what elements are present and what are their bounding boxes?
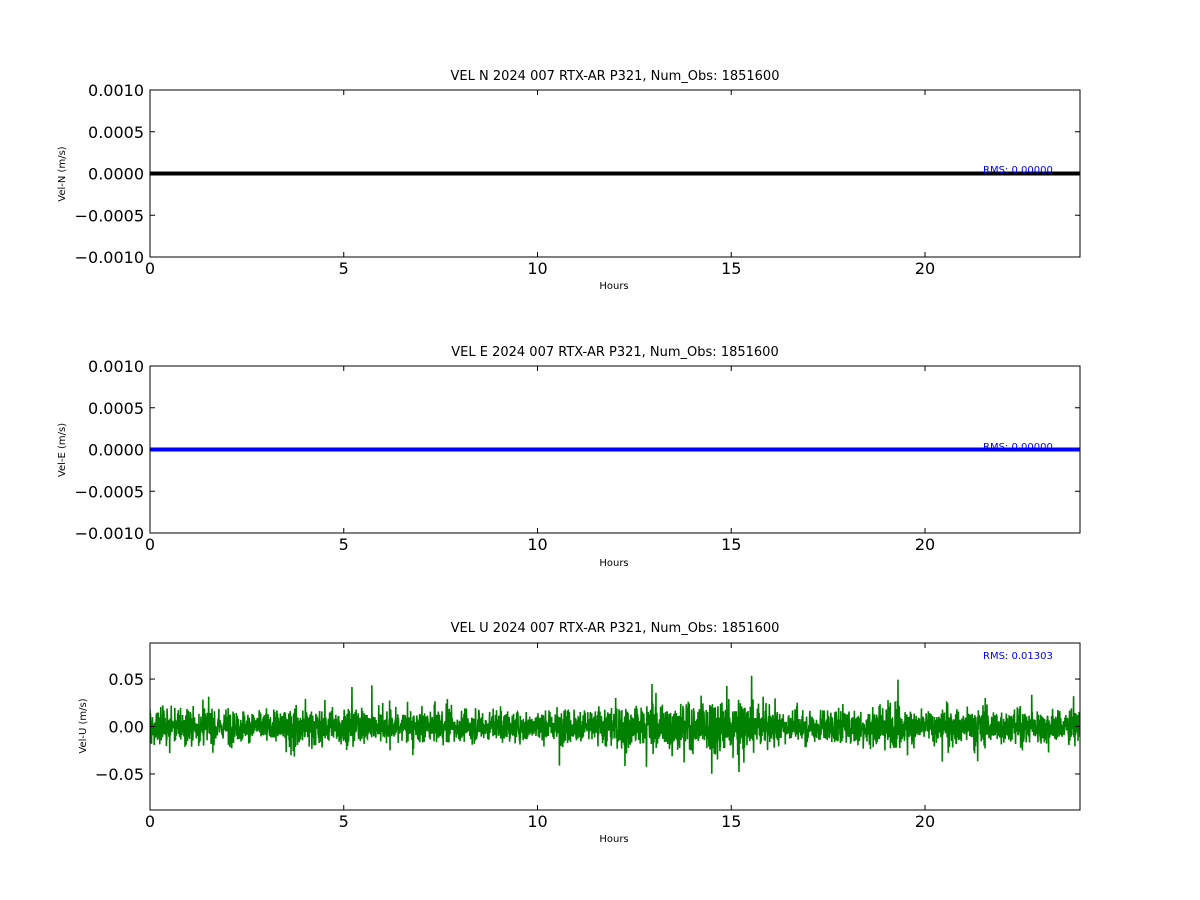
vel-e-title: VEL E 2024 007 RTX-AR P321, Num_Obs: 185…: [451, 345, 778, 360]
vel-e-y-axis-label: Vel-E (m/s): [57, 423, 68, 477]
vel-u-ticks: 0 5 10 15 20 0.05 0.00 −0.05: [95, 643, 1080, 831]
vel-n-y-tick-label: −0.0005: [75, 206, 144, 225]
vel-n-x-tick-label: 15: [721, 259, 741, 278]
vel-u-axes-frame: [149, 642, 1081, 811]
vel-e-x-tick-label: 5: [339, 535, 349, 554]
vel-n-title: VEL N 2024 007 RTX-AR P321, Num_Obs: 185…: [451, 69, 780, 84]
vel-u-series-line: [150, 675, 1080, 774]
vel-u-x-axis-label: Hours: [599, 834, 628, 845]
vel-e-y-tick-label: 0.0005: [88, 399, 144, 418]
vel-n-x-tick-label: 10: [527, 259, 547, 278]
vel-n-panel: VEL N 2024 007 RTX-AR P321, Num_Obs: 185…: [57, 69, 1081, 292]
vel-e-y-tick-label: −0.0010: [75, 524, 144, 543]
vel-e-x-axis-label: Hours: [599, 558, 628, 569]
vel-e-y-tick-label: −0.0005: [75, 482, 144, 501]
vel-n-rms-annotation: RMS: 0.00000: [983, 165, 1053, 176]
vel-n-x-tick-label: 5: [339, 259, 349, 278]
vel-u-x-tick-label: 20: [915, 812, 935, 831]
vel-u-y-tick-label: 0.05: [108, 670, 144, 689]
vel-u-y-tick-label: −0.05: [95, 765, 144, 784]
vel-n-y-tick-label: 0.0005: [88, 123, 144, 142]
vel-e-rms-annotation: RMS: 0.00000: [983, 442, 1053, 453]
vel-n-x-tick-label: 0: [145, 259, 155, 278]
vel-u-y-tick-label: 0.00: [108, 718, 144, 737]
vel-e-x-tick-label: 20: [915, 535, 935, 554]
vel-u-x-tick-label: 15: [721, 812, 741, 831]
vel-n-axes-frame: [149, 89, 1081, 258]
vel-n-y-tick-label: 0.0000: [88, 165, 144, 184]
vel-u-x-tick-label: 0: [145, 812, 155, 831]
vel-e-ticks: 0 5 10 15 20 0.0010 0.0005 0.0000 −0.0005 −0.0010: [75, 357, 1080, 554]
vel-n-x-tick-label: 20: [915, 259, 935, 278]
vel-n-y-tick-label: −0.0010: [75, 248, 144, 267]
vel-n-ticks: 0 5 10 15 20 0.0010 0.0005 0.0000 −0.0005 −0.0010: [75, 81, 1080, 278]
vel-e-y-tick-label: 0.0000: [88, 441, 144, 460]
vel-e-x-tick-label: 15: [721, 535, 741, 554]
vel-u-rms-annotation: RMS: 0.01303: [983, 651, 1053, 662]
vel-n-x-axis-label: Hours: [599, 281, 628, 292]
vel-n-y-tick-label: 0.0010: [88, 81, 144, 100]
vel-n-y-axis-label: Vel-N (m/s): [57, 146, 68, 201]
vel-u-x-tick-label: 10: [527, 812, 547, 831]
vel-e-axes-frame: [149, 365, 1081, 534]
vel-u-x-tick-label: 5: [339, 812, 349, 831]
vel-u-panel: VEL U 2024 007 RTX-AR P321, Num_Obs: 185…: [78, 621, 1081, 845]
vel-e-x-tick-label: 10: [527, 535, 547, 554]
vel-u-y-axis-label: Vel-U (m/s): [78, 698, 89, 753]
vel-u-plot-area: [150, 675, 1080, 774]
vel-e-panel: VEL E 2024 007 RTX-AR P321, Num_Obs: 185…: [57, 345, 1081, 569]
vel-e-x-tick-label: 0: [145, 535, 155, 554]
vel-e-y-tick-label: 0.0010: [88, 357, 144, 376]
vel-u-title: VEL U 2024 007 RTX-AR P321, Num_Obs: 185…: [451, 621, 780, 636]
